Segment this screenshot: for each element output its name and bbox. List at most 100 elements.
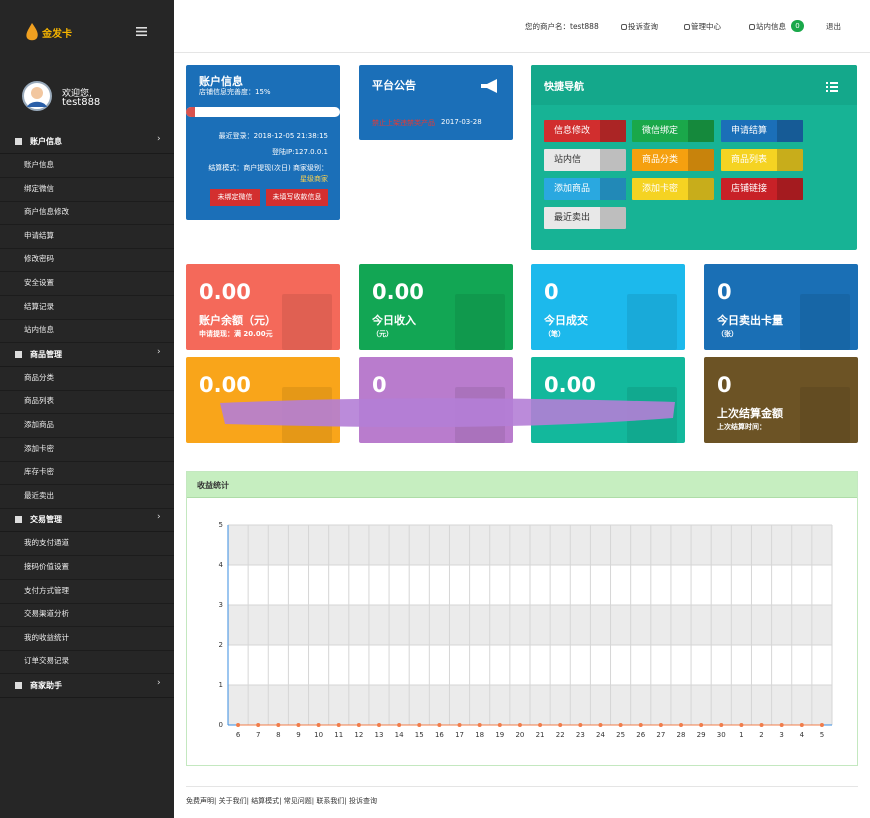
x-tick-label: 16 (435, 731, 444, 739)
merchant-name: 您的商户名：test888 (525, 22, 599, 31)
data-point (377, 723, 381, 727)
menu-toggle[interactable] (136, 27, 147, 36)
x-tick-label: 3 (779, 731, 783, 739)
x-tick-label: 28 (677, 731, 686, 739)
menu-divider (0, 295, 174, 296)
footer-link[interactable]: 常见问题 (283, 797, 312, 805)
menu-caret: › (157, 678, 161, 688)
menu-item[interactable]: 库存卡密 (24, 467, 54, 477)
footer-link[interactable]: 联系我们 (316, 797, 345, 805)
menu-item[interactable]: 接码价值设置 (24, 562, 69, 571)
payee-button[interactable]: 未填写收款信息 (266, 189, 328, 206)
quick-nav-label[interactable]: 添加商品 (554, 184, 591, 194)
topbar-link[interactable]: 站内信息 (756, 22, 786, 31)
quick-nav-button[interactable]: 商品列表 (721, 149, 803, 171)
x-tick-label: 19 (495, 731, 504, 739)
footer-link[interactable]: 投诉查询 (348, 797, 377, 805)
stat-label: 今日卖出卡量 (717, 314, 783, 327)
footer-separator: | (246, 797, 252, 805)
quick-nav-button[interactable]: 站内信 (544, 149, 626, 171)
menu-item[interactable]: 申请结算 (24, 230, 54, 240)
menu-item[interactable]: 商户信息修改 (24, 207, 69, 217)
stat-label: 今日收入 (372, 314, 416, 327)
stat-label: 上次结算金额 (717, 407, 783, 420)
data-point (699, 723, 704, 727)
x-tick-label: 25 (616, 731, 625, 739)
quick-nav-label[interactable]: 站内信 (554, 155, 582, 165)
stat-sub: （元） (372, 330, 393, 338)
menu-item[interactable]: 绑定微信 (24, 183, 54, 193)
logout[interactable]: 退出 (826, 22, 841, 31)
menu-divider (0, 437, 174, 438)
x-tick-label: 8 (276, 731, 280, 739)
menu-section[interactable]: 商品管理 › (0, 343, 174, 367)
quick-nav-icon (600, 207, 626, 229)
quick-nav-button[interactable]: 添加卡密 (632, 178, 714, 200)
x-tick-label: 29 (697, 731, 706, 739)
brand: 金发卡 (42, 29, 72, 40)
notice-title: 平台公告 (372, 79, 416, 92)
footer-link[interactable]: 结算模式 (251, 797, 280, 805)
bind-wechat-button[interactable]: 未绑定微信 (210, 189, 260, 206)
quick-nav-label[interactable]: 申请结算 (731, 126, 768, 136)
menu-item[interactable]: 商品列表 (24, 396, 54, 406)
avatar (22, 81, 52, 111)
quick-nav-label[interactable]: 最近卖出 (554, 213, 591, 223)
menu-section[interactable]: 交易管理 › (0, 508, 174, 533)
topbar-link[interactable]: 管理中心 (691, 22, 721, 31)
quick-nav-label[interactable]: 商品列表 (731, 155, 768, 165)
menu-item[interactable]: 最近卖出 (24, 490, 54, 500)
quick-nav-button[interactable]: 信息修改 (544, 120, 626, 142)
quick-nav-label[interactable]: 信息修改 (554, 126, 591, 136)
quick-nav-label[interactable]: 微信绑定 (642, 126, 679, 136)
menu-item[interactable]: 账户信息 (24, 160, 54, 169)
quick-nav-label[interactable]: 添加卡密 (642, 184, 679, 194)
menu-section[interactable]: 商家助手 › (0, 674, 174, 698)
menu-item[interactable]: 站内信息 (24, 325, 54, 335)
quick-nav-title: 快捷导航 (544, 82, 584, 93)
footer-link[interactable]: 免费声明 (186, 797, 214, 805)
quick-nav-label[interactable]: 店铺链接 (731, 184, 768, 194)
quick-nav-label[interactable]: 商品分类 (642, 155, 679, 165)
y-tick-label: 0 (219, 721, 223, 729)
menu-item[interactable]: 我的支付通道 (24, 538, 69, 548)
x-tick-label: 17 (455, 731, 464, 739)
x-tick-label: 18 (475, 731, 484, 739)
menu-item[interactable]: 添加商品 (24, 420, 54, 429)
account-title: 账户信息 (199, 75, 243, 88)
settle-mode: 结算模式：商户提现(次日) 商家级别： (208, 164, 328, 172)
menu-item[interactable]: 订单交易记录 (24, 656, 69, 666)
menu-item[interactable]: 结算记录 (24, 301, 54, 311)
quick-nav-button[interactable]: 店铺链接 (721, 178, 803, 200)
quick-nav-button[interactable]: 添加商品 (544, 178, 626, 200)
menu-divider (0, 626, 174, 628)
menu-item[interactable]: 修改密码 (24, 254, 54, 264)
topbar-link[interactable]: 投诉查询 (628, 22, 658, 31)
notice-text[interactable]: 禁止上架违禁类产品 (372, 119, 435, 127)
quick-nav-button[interactable]: 最近卖出 (544, 207, 626, 229)
menu-item[interactable]: 交易渠道分析 (24, 609, 69, 619)
quick-nav-button[interactable]: 微信绑定 (632, 120, 714, 142)
login-ip: 登陆IP:127.0.0.1 (271, 148, 328, 156)
menu-item[interactable]: 添加卡密 (24, 443, 54, 453)
x-tick-label: 24 (596, 731, 605, 739)
quick-nav-button[interactable]: 商品分类 (632, 149, 714, 171)
quick-nav-icon (777, 178, 803, 200)
menu-item[interactable]: 安全设置 (24, 278, 54, 287)
menu-item[interactable]: 支付方式管理 (24, 585, 69, 595)
stat-value: 0.00 (199, 280, 251, 304)
quick-nav-button[interactable]: 申请结算 (721, 120, 803, 142)
menu-section[interactable]: 账户信息 › (0, 130, 174, 154)
footer-separator: | (311, 797, 317, 805)
data-point (618, 723, 623, 727)
menu-item[interactable]: 商品分类 (24, 372, 54, 382)
menu-divider (0, 673, 174, 675)
menu-section-icon (15, 682, 22, 689)
footer-link[interactable]: 关于我们 (218, 797, 247, 805)
data-point (336, 723, 341, 727)
stat-value: 0 (372, 373, 387, 397)
menu-item[interactable]: 我的收益统计 (24, 632, 69, 642)
stat-card: 0 上次结算金额 上次结算时间： (704, 357, 858, 443)
stat-deco (627, 294, 677, 350)
